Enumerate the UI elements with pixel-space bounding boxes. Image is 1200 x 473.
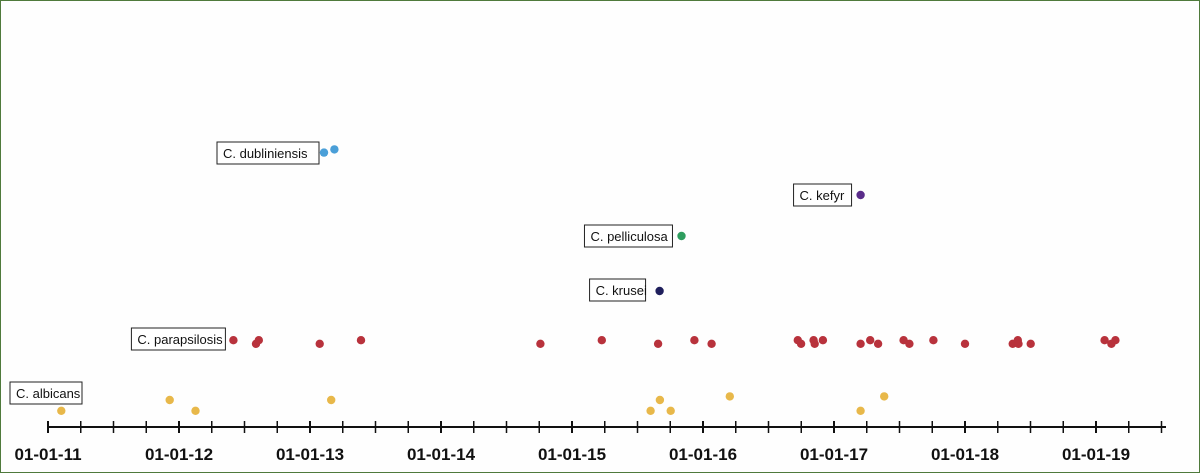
data-point (655, 395, 665, 405)
data-points (57, 145, 1120, 415)
x-tick-label: 01-01-12 (145, 445, 213, 464)
data-point (905, 339, 914, 348)
x-tick-label: 01-01-18 (931, 445, 999, 464)
series-name-label: C. parapsilosis (137, 332, 223, 347)
data-point (677, 231, 686, 241)
species-label-box: C. dubliniensis (216, 141, 320, 165)
data-point (57, 406, 66, 415)
time-axis: 01-01-11 01-01-12 01-01-13 01-01-14 01-01-15… (14, 421, 1166, 464)
species-label-box: C. parapsilosis (130, 327, 226, 351)
x-tick-label: 01-01-11 (14, 445, 81, 464)
series-name-label: C. pelliculosa (590, 229, 668, 244)
data-point (356, 336, 366, 345)
species-labels: C. albicans C. parapsilosis C. krusei C. pe… (9, 141, 853, 405)
label-box-border (9, 381, 83, 405)
data-point (929, 336, 938, 345)
data-point (1026, 339, 1035, 348)
data-point (536, 339, 545, 348)
species-label-box: C. krusei (589, 278, 647, 302)
data-point (646, 406, 655, 415)
label-box-border (589, 278, 647, 302)
data-point (960, 339, 970, 348)
data-point (818, 336, 828, 345)
data-point (597, 336, 606, 345)
data-point (856, 339, 865, 348)
data-point (254, 336, 263, 345)
data-point (866, 336, 875, 345)
data-point (666, 406, 675, 415)
data-point (856, 406, 865, 415)
species-label-box: C. albicans (9, 381, 83, 405)
data-point (796, 339, 806, 348)
data-point (653, 339, 663, 348)
data-point (873, 339, 883, 348)
data-point (1014, 339, 1023, 348)
data-point (229, 336, 238, 345)
series-name-label: C. krusei (596, 283, 647, 298)
label-box-border (130, 327, 226, 351)
label-box-border (216, 141, 320, 165)
series-name-label: C. dubliniensis (223, 146, 308, 161)
x-tick-label: 01-01-16 (669, 445, 737, 464)
species-label-box: C. kefyr (793, 183, 853, 207)
data-point (856, 190, 865, 200)
data-point (880, 392, 889, 401)
data-point (191, 406, 200, 415)
data-point (1100, 336, 1109, 345)
data-point (707, 339, 716, 348)
x-tick-label: 01-01-14 (407, 445, 476, 464)
x-tick-label: 01-01-19 (1062, 445, 1130, 464)
series-name-label: C. kefyr (800, 188, 845, 203)
species-label-box: C. pelliculosa (583, 224, 673, 248)
data-point (315, 339, 324, 348)
data-point (327, 395, 336, 405)
label-box-border (793, 183, 853, 207)
x-tick-label: 01-01-17 (800, 445, 868, 464)
series-name-label: C. albicans (16, 386, 81, 401)
data-point (1111, 336, 1120, 345)
x-tick-label: 01-01-15 (538, 445, 606, 464)
data-point (690, 336, 699, 345)
data-point (330, 145, 339, 154)
label-box-border (583, 224, 673, 248)
data-point (655, 286, 664, 296)
data-point (319, 148, 329, 157)
data-point (725, 392, 734, 401)
data-point (165, 395, 174, 405)
data-point (810, 339, 819, 348)
x-tick-label: 01-01-13 (276, 445, 344, 464)
